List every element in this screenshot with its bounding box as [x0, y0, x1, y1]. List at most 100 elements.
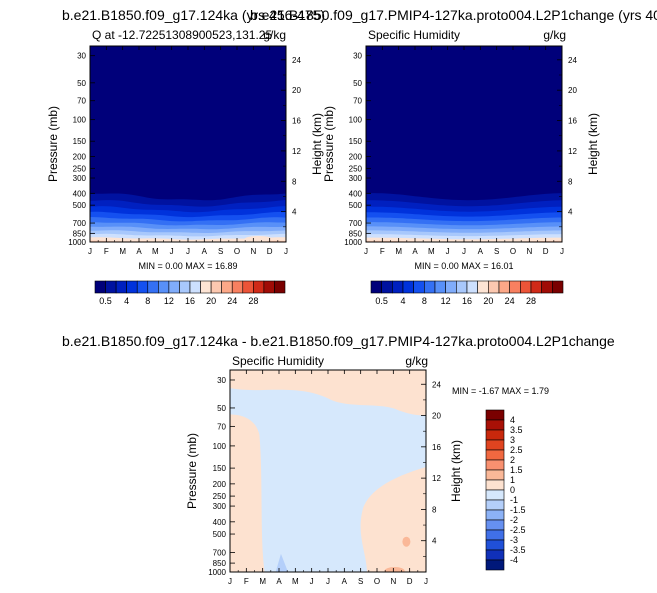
panel-1-colorbar-box [168, 280, 180, 294]
panel-2-colorbar-box [488, 280, 500, 294]
panel-1-colorbar-box [105, 280, 117, 294]
panel-3-xtick-label: N [390, 577, 396, 586]
panel-2-ytick-label: 300 [349, 174, 363, 183]
panel-3-colorbar-box [485, 429, 505, 441]
panel-1-colorbar-label: 20 [206, 296, 216, 306]
panel-3-subtitle: Specific Humidity [232, 354, 324, 368]
panel-1-ytick-label: 100 [73, 116, 87, 125]
panel-3-colorbar-box [485, 499, 505, 511]
panel-1-colorbar-box [274, 280, 286, 294]
panel-3-units: g/kg [405, 354, 428, 368]
panel-3-colorbar-label: 1 [510, 475, 515, 485]
panel-1-ytick-label: 700 [73, 219, 87, 228]
panel-2-ytick-label: 250 [349, 164, 363, 173]
panel-1-colorbar-box [179, 280, 191, 294]
panel-3-colorbar-label: -3.5 [510, 545, 526, 555]
panel-1-colorbar-box [210, 280, 222, 294]
panel-2-xtick-label: F [380, 247, 385, 256]
panel-2-ytick-label: 100 [349, 116, 363, 125]
panel-3-colorbar-box [485, 539, 505, 551]
panel-3-colorbar-label: 3.5 [510, 425, 523, 435]
panel-2-xtick-label: A [412, 247, 418, 256]
panel-3-xtick-label: J [424, 577, 428, 586]
panel-2-xtick-label: S [494, 247, 499, 256]
panel-2: Specific Humidity g/kg J F M A M J J A S O N D J 30 50… [322, 28, 600, 306]
panel-3-xtick-label: O [374, 577, 380, 586]
panel-2-colorbar-box [477, 280, 489, 294]
panel-1-ytick-label: 400 [73, 189, 87, 198]
panel-3-xtick-label: M [292, 577, 299, 586]
panel-2-colorbar-box [520, 280, 532, 294]
panel-3-ytick-label: 250 [213, 492, 227, 501]
panel-1-xtick-label: M [152, 247, 159, 256]
panel-1-ytick-label: 1000 [68, 238, 86, 247]
panel-1-ytick-label: 200 [73, 152, 87, 161]
panel-2-colorbar-box [509, 280, 521, 294]
panel-1-ylabel-right: Height (km) [310, 113, 324, 175]
panel-1-xtick-label: A [136, 247, 142, 256]
panel-1-colorbar-label: 16 [185, 296, 195, 306]
panel-1-ytick-right-label: 24 [292, 56, 301, 65]
panel-1-ytick-label: 50 [77, 79, 86, 88]
panel-1-ytick-label: 30 [77, 52, 86, 61]
panel-1-ytick-right-label: 16 [292, 117, 301, 126]
panel-1-ytick-right-label: 20 [292, 86, 301, 95]
panel-2-colorbar-label: 0.5 [375, 296, 388, 306]
panel-1-colorbar: 0.5 4 8 12 16 20 24 28 [94, 280, 286, 306]
panel-2-colorbar-label: 8 [422, 296, 427, 306]
diff-positive-patch [402, 536, 411, 547]
panel-3-colorbar-box [485, 449, 505, 461]
panel-1-xtick-label: N [250, 247, 256, 256]
panel-3-ytick-right-label: 20 [432, 412, 441, 421]
panel-2-ytick-label: 400 [349, 189, 363, 198]
panel-1-subtitle: Q at -12.72251308900523,131.25 [92, 28, 272, 42]
panel-2-ytick-label: 200 [349, 152, 363, 161]
panel-2-colorbar-box [530, 280, 542, 294]
panel-1-xtick-label: M [119, 247, 126, 256]
panel-1-ytick-right-label: 12 [292, 147, 301, 156]
panel-2-ytick-label: 70 [353, 97, 362, 106]
panel-2-ytick-right-label: 8 [568, 177, 573, 186]
panel-2-units: g/kg [543, 28, 566, 42]
panel-3-ytick-label: 50 [217, 404, 226, 413]
panel-1-colorbar-box [189, 280, 201, 294]
panel-2-colorbar-box [445, 280, 457, 294]
panel-1-colorbar-label: 24 [227, 296, 237, 306]
top-title-right: b.e21.B1850.f09_g17.PMIP4-127ka.proto004… [250, 7, 657, 23]
panel-1-ytick-label: 300 [73, 174, 87, 183]
panel-2-colorbar-box [466, 280, 478, 294]
panel-1-colorbar-box [94, 280, 106, 294]
panel-2-ytick-label: 700 [349, 219, 363, 228]
panel-1-units: g/kg [263, 28, 286, 42]
panel-2-colorbar-box [402, 280, 414, 294]
panel-2-xtick-label: O [510, 247, 516, 256]
panel-3-colorbar-label: -2 [510, 515, 518, 525]
panel-3-colorbar: 43.532.521.510-1-1.5-2-2.5-3-3.5-4 [485, 409, 526, 571]
panel-1-colorbar-box [263, 280, 275, 294]
panel-3-ytick-label: 200 [213, 480, 227, 489]
panel-1-colorbar-box [126, 280, 138, 294]
panel-1-colorbar-box [115, 280, 127, 294]
panel-3-xtick-label: J [310, 577, 314, 586]
panel-3-colorbar-box [485, 479, 505, 491]
humidity-max-patch [244, 236, 273, 242]
panel-3-colorbar-box [485, 519, 505, 531]
panel-3-minmax: MIN = -1.67 MAX = 1.79 [452, 386, 549, 396]
panel-1-ytick-label: 850 [73, 229, 87, 238]
panel-2-ytick-label: 850 [349, 229, 363, 238]
panel-3-ytick-label: 300 [213, 502, 227, 511]
panel-1-colorbar-box [253, 280, 265, 294]
panel-2-ytick-right-label: 16 [568, 117, 577, 126]
panel-3-colorbar-label: 2 [510, 455, 515, 465]
panel-2-colorbar-box [498, 280, 510, 294]
panel-3-colorbar-label: -3 [510, 535, 518, 545]
panel-3-ytick-right-label: 16 [432, 443, 441, 452]
panel-3-xtick-label: D [407, 577, 413, 586]
panel-2-ytick-label: 500 [349, 201, 363, 210]
panel-1-xtick-label: J [284, 247, 288, 256]
panel-3-ylabel: Pressure (mb) [185, 433, 199, 509]
panel-2-colorbar-box [541, 280, 553, 294]
panel-3-ytick-label: 700 [213, 548, 227, 557]
